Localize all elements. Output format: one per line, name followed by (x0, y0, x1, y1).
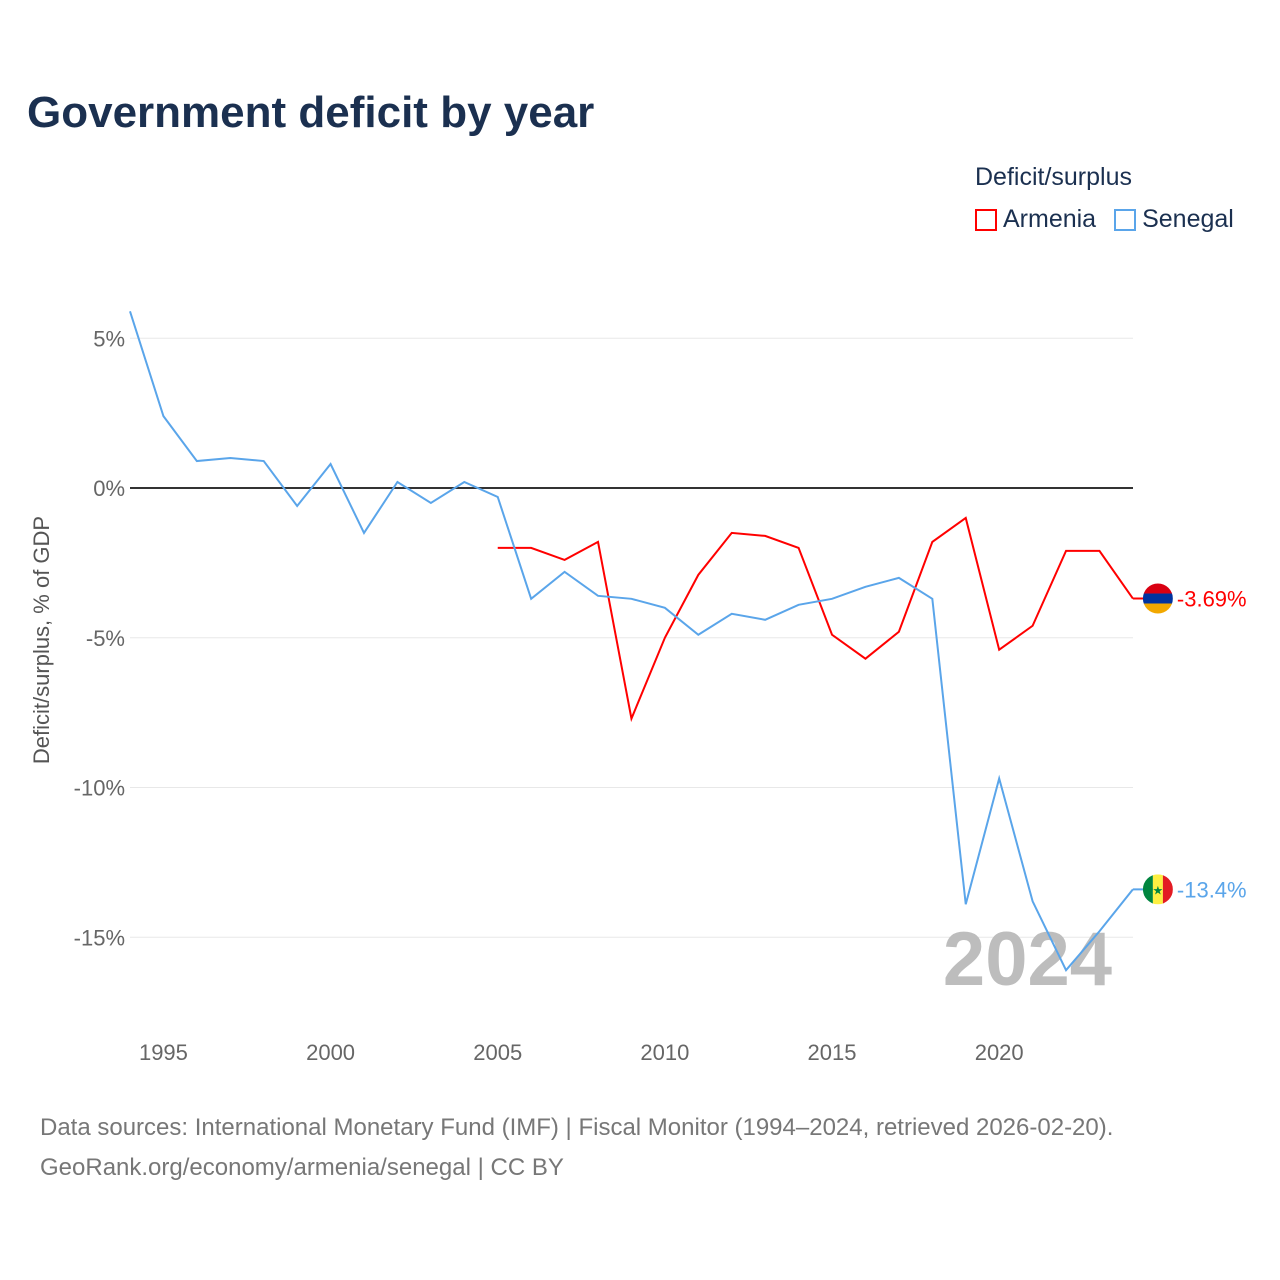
source-line-1: Data sources: International Monetary Fun… (40, 1114, 1114, 1141)
y-tick-label: -10% (74, 776, 125, 801)
x-tick-label: 2005 (473, 1040, 522, 1065)
flag-stripe-yellow (1152, 874, 1163, 905)
end-value-label: -3.69% (1177, 587, 1247, 612)
source-note: Data sources: International Monetary Fun… (40, 1108, 1113, 1188)
flag-star-icon: ★ (1153, 883, 1164, 897)
x-tick-label: 2020 (975, 1040, 1024, 1065)
legend-label-senegal: Senegal (1142, 205, 1234, 233)
flag-stripe-red (1142, 583, 1173, 594)
flag-stripe-green (1142, 874, 1153, 905)
legend-label-armenia: Armenia (1003, 205, 1097, 233)
y-tick-label: 5% (93, 326, 125, 351)
legend-swatch-armenia (975, 208, 997, 231)
y-tick-label: 0% (93, 476, 125, 501)
x-tick-label: 2010 (640, 1040, 689, 1065)
legend-title: Deficit/surplus (975, 163, 1132, 191)
series-line-armenia (497, 516, 1134, 723)
flag-stripe-blue (1142, 593, 1173, 604)
flag-stripe-orange (1142, 603, 1173, 614)
x-tick-label: 2015 (808, 1040, 857, 1065)
year-watermark: 2024 (943, 917, 1112, 1002)
legend-item-armenia[interactable]: Armenia (975, 205, 1096, 234)
flag-stripe-red (1162, 874, 1173, 905)
end-value-label: -13.4% (1177, 877, 1247, 902)
x-tick-label: 2000 (306, 1040, 355, 1065)
legend-swatch-senegal (1114, 208, 1137, 231)
series-line-senegal (129, 310, 1134, 973)
y-tick-label: -15% (74, 925, 125, 950)
x-tick-label: 1995 (139, 1040, 188, 1065)
y-tick-label: -5% (86, 626, 125, 651)
chart-title: Government deficit by year (27, 88, 595, 137)
legend: Armenia Senegal (975, 205, 1234, 234)
source-line-2: GeoRank.org/economy/armenia/senegal | CC… (40, 1154, 564, 1181)
legend-item-senegal[interactable]: Senegal (1114, 205, 1234, 234)
